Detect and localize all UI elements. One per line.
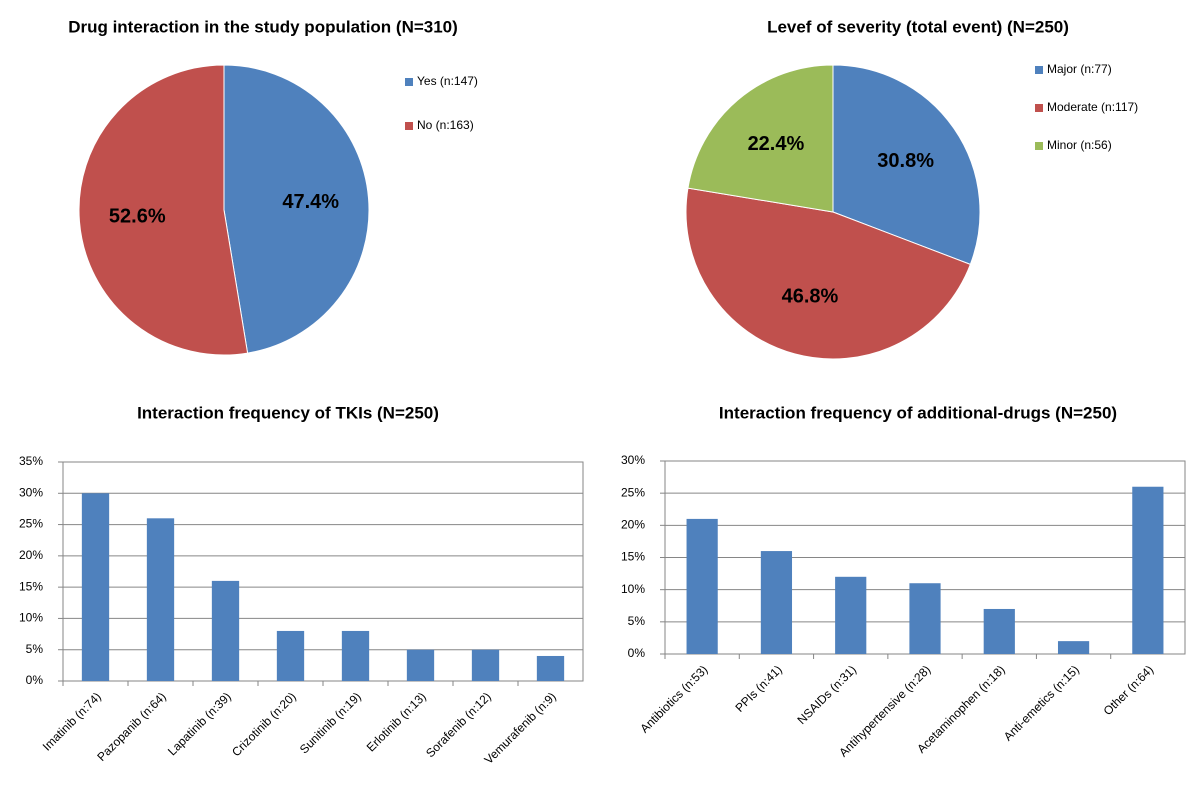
y-tick-label: 20% [621, 518, 645, 532]
y-tick-label: 10% [621, 582, 645, 596]
slice-label: 46.8% [782, 285, 839, 307]
x-tick-label: Lapatinib (n:39) [165, 689, 234, 758]
bar [406, 649, 435, 681]
x-tick-label: Imatinib (n:74) [40, 689, 104, 753]
bar [211, 580, 240, 681]
y-tick-label: 30% [621, 453, 645, 467]
bar [1057, 641, 1090, 654]
y-tick-label: 0% [26, 673, 44, 687]
x-tick-label: Antibiotics (n:53) [637, 662, 710, 735]
y-tick-label: 25% [621, 485, 645, 499]
bar [983, 608, 1015, 654]
bar [81, 493, 110, 681]
legend-label: Major (n:77) [1047, 62, 1112, 76]
y-tick-label: 5% [628, 614, 646, 628]
y-tick-label: 35% [19, 454, 43, 468]
bar [341, 630, 370, 681]
chart-title: Interaction frequency of additional-drug… [719, 403, 1117, 422]
legend-swatch [405, 122, 413, 130]
pie-slice [223, 64, 370, 354]
slice-label: 47.4% [282, 191, 339, 213]
legend-swatch [1035, 142, 1043, 150]
x-tick-label: PPIs (n:41) [732, 662, 784, 714]
legend-label: Yes (n:147) [417, 74, 478, 88]
x-tick-label: Vemurafenib (n:9) [482, 689, 559, 766]
legend-swatch [405, 78, 413, 86]
legend-label: Moderate (n:117) [1047, 100, 1138, 114]
bar [909, 583, 941, 654]
x-tick-label: Other (n:64) [1101, 662, 1157, 718]
pie-slice [685, 187, 971, 360]
x-tick-label: Anti-emetics (n:15) [1001, 662, 1082, 743]
x-tick-label: Pazopanib (n:64) [94, 689, 169, 764]
bar [536, 655, 565, 681]
bar [760, 551, 793, 654]
x-tick-label: Erlotinib (n:13) [364, 689, 429, 754]
y-tick-label: 10% [19, 611, 43, 625]
chart-title: Interaction frequency of TKIs (N=250) [137, 403, 439, 422]
y-tick-label: 15% [19, 579, 43, 593]
bar [146, 518, 175, 681]
chart-title: Levef of severity (total event) (N=250) [767, 17, 1069, 36]
slice-label: 52.6% [109, 205, 166, 227]
bar [471, 649, 500, 681]
y-tick-label: 25% [19, 517, 43, 531]
x-tick-label: Sorafenib (n:12) [423, 689, 494, 760]
slice-label: 30.8% [877, 150, 934, 172]
pie-slice [78, 64, 249, 356]
bar [686, 518, 718, 654]
legend-swatch [1035, 104, 1043, 112]
y-tick-label: 30% [19, 485, 43, 499]
legend-swatch [1035, 66, 1043, 74]
x-tick-label: Sunitinib (n:19) [297, 689, 364, 756]
bar [276, 630, 305, 681]
y-tick-label: 0% [628, 646, 646, 660]
y-tick-label: 20% [19, 548, 43, 562]
y-tick-label: 5% [26, 642, 44, 656]
bar [1132, 486, 1164, 654]
x-tick-label: Crizotinib (n:20) [229, 689, 299, 759]
chart-title: Drug interaction in the study population… [68, 17, 458, 36]
legend-label: No (n:163) [417, 118, 474, 132]
plot-frame [62, 461, 584, 682]
legend-label: Minor (n:56) [1047, 138, 1112, 152]
slice-label: 22.4% [748, 133, 805, 155]
pie-slice [832, 64, 981, 266]
y-tick-label: 15% [621, 550, 645, 564]
bar [835, 576, 867, 654]
pie-slice [687, 64, 834, 213]
x-tick-label: NSAIDs (n:31) [794, 662, 859, 727]
